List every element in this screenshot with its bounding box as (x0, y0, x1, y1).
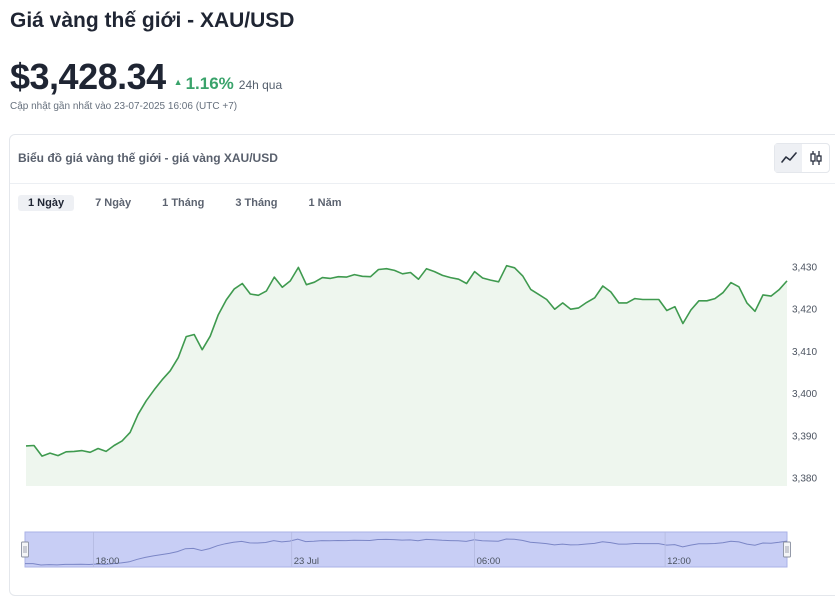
navigator-label: 12:00 (667, 556, 691, 567)
y-tick-label: 3,400 (792, 389, 817, 400)
range-tabs: 1 Ngày 7 Ngày 1 Tháng 3 Tháng 1 Năm (18, 195, 363, 211)
tab-7-days[interactable]: 7 Ngày (95, 197, 132, 209)
price-line (25, 264, 788, 457)
card-divider (10, 183, 835, 184)
line-chart-button[interactable] (775, 144, 802, 172)
chart-type-toggle (774, 143, 830, 173)
navigator-selection[interactable] (24, 531, 788, 568)
candlestick-chart-button[interactable] (802, 144, 829, 172)
y-tick-label: 3,390 (792, 431, 817, 442)
navigator-line (25, 538, 788, 566)
price-chart: 3,430 3,420 3,410 3,400 3,390 3,380 18:00 23 J… (21, 263, 817, 568)
last-updated: Cập nhật gần nhất vào 23-07-2025 16:06 (… (10, 101, 238, 112)
navigator-left-handle[interactable] (21, 541, 29, 558)
y-tick-label: 3,430 (792, 263, 817, 274)
y-tick-label: 3,380 (792, 474, 817, 485)
tab-1-day[interactable]: 1 Ngày (18, 195, 75, 211)
price-row: $3,428.34 ▲ 1.16% 24h qua (10, 56, 282, 98)
page-title: Giá vàng thế giới - XAU/USD (10, 9, 295, 32)
line-chart-icon (780, 152, 797, 163)
chart-title: Biểu đồ giá vàng thế giới - giá vàng XAU… (18, 151, 278, 165)
candlestick-icon (809, 151, 822, 165)
current-price: $3,428.34 (10, 56, 166, 97)
up-arrow-icon: ▲ (173, 77, 183, 87)
y-tick-label: 3,410 (792, 347, 817, 358)
navigator-label: 18:00 (96, 556, 120, 567)
tab-3-months[interactable]: 3 Tháng (235, 197, 278, 209)
tab-1-month[interactable]: 1 Tháng (162, 197, 205, 209)
tab-1-year[interactable]: 1 Năm (308, 197, 342, 209)
navigator-label: 06:00 (477, 556, 501, 567)
price-change-percent: 1.16% (185, 74, 234, 93)
y-tick-label: 3,420 (792, 305, 817, 316)
navigator-label: 23 Jul (294, 556, 319, 567)
price-area (26, 265, 787, 486)
navigator-right-handle[interactable] (783, 541, 791, 558)
change-period-label: 24h qua (238, 78, 283, 92)
